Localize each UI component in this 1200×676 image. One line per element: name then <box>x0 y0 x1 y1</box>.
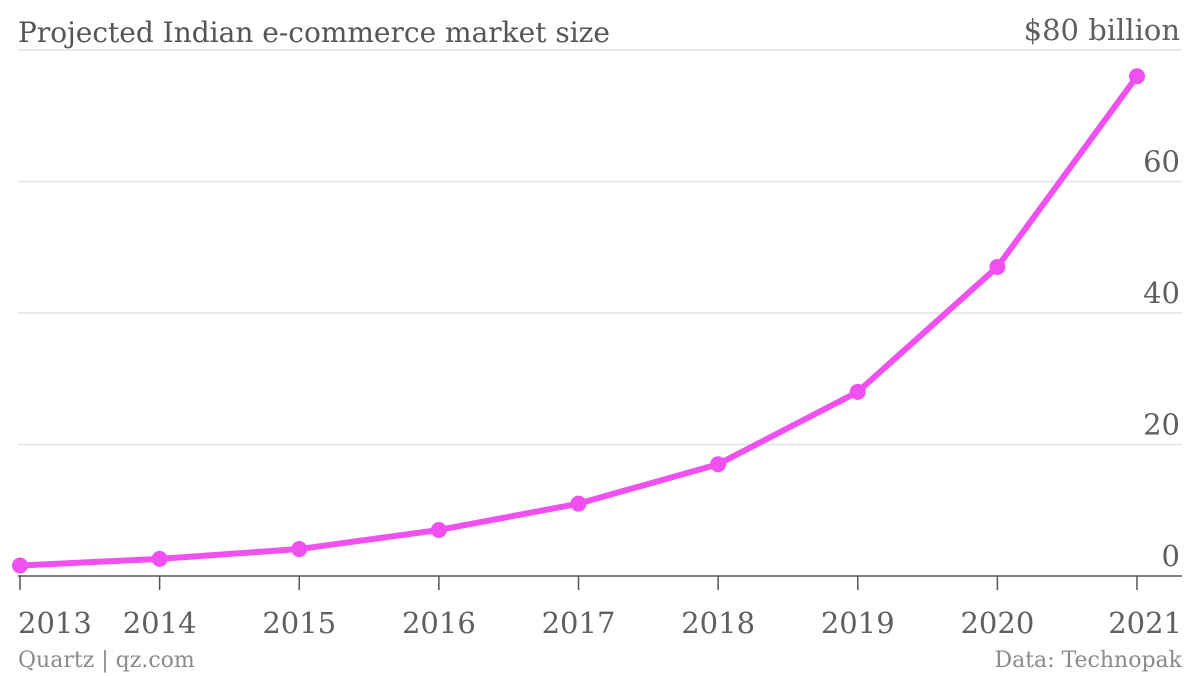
x-tick-label-2015: 2015 <box>262 606 336 640</box>
x-tick-label-2019: 2019 <box>821 606 895 640</box>
x-tick-label-2014: 2014 <box>123 606 197 640</box>
credit-text: Quartz | qz.com <box>18 648 195 673</box>
data-point-2019 <box>849 383 866 400</box>
series-line-0 <box>17 73 1140 569</box>
data-point-2021 <box>1129 68 1145 85</box>
y-tick-label-20: 20 <box>1143 408 1180 442</box>
data-point-2017 <box>570 495 587 512</box>
gridlines <box>18 49 1182 446</box>
x-axis: 2013 2014 2015 2016 2017 2018 2019 2020 2021 <box>18 576 1182 640</box>
x-tick-label-2020: 2020 <box>960 606 1034 640</box>
x-tick-label-2017: 2017 <box>542 606 616 640</box>
y-tick-labels: 0 20 40 60 $80 billion <box>1024 13 1180 573</box>
data-point-2020 <box>989 258 1006 275</box>
x-tick-label-2021: 2021 <box>1108 606 1182 640</box>
data-point-2015 <box>291 541 308 558</box>
data-point-2013 <box>12 557 28 574</box>
chart-title: Projected Indian e-commerce market size <box>18 16 610 49</box>
data-point-2014 <box>151 550 168 567</box>
data-point-2016 <box>430 521 447 538</box>
source-text: Data: Technopak <box>994 648 1182 673</box>
series-layer <box>12 68 1145 574</box>
y-tick-label-60: 60 <box>1143 145 1180 179</box>
x-tick-label-2016: 2016 <box>402 606 476 640</box>
y-tick-label-80: $80 billion <box>1024 13 1180 47</box>
x-tick-label-2018: 2018 <box>681 606 755 640</box>
x-tick-label-2013: 2013 <box>18 606 92 640</box>
y-tick-label-0: 0 <box>1162 539 1180 573</box>
data-point-2018 <box>710 456 727 473</box>
y-tick-label-40: 40 <box>1143 276 1180 310</box>
